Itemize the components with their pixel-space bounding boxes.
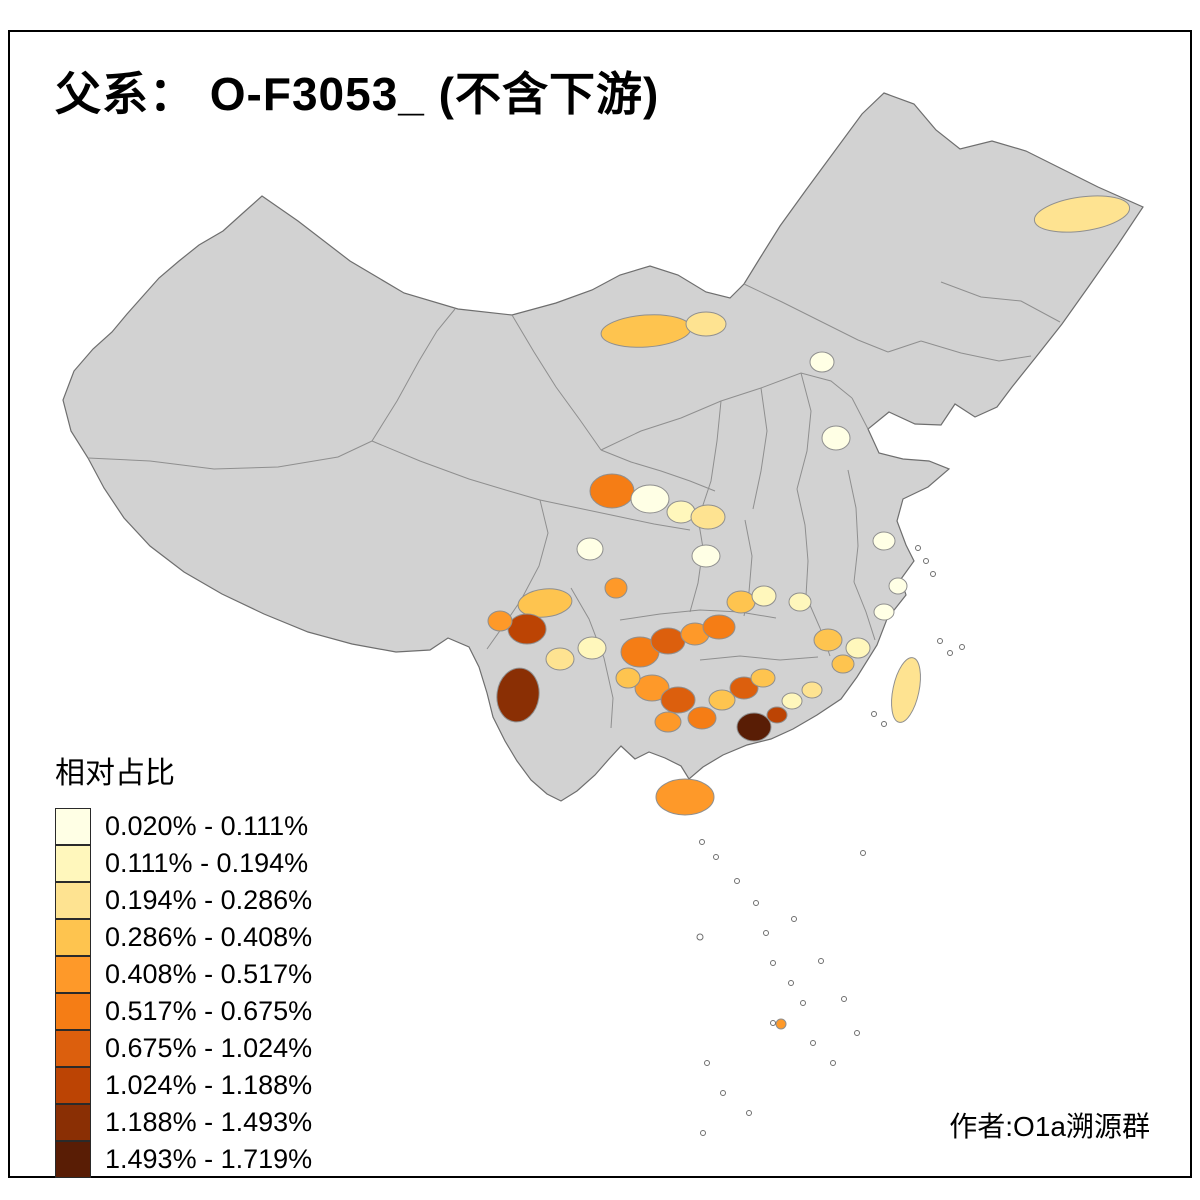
taiwan-island: [891, 657, 921, 723]
region-patch: [577, 636, 607, 660]
mainland-outline: [62, 92, 1144, 802]
region-patch: [690, 504, 726, 530]
legend-swatch: [55, 1103, 91, 1141]
legend-swatch: [55, 1140, 91, 1178]
region-patch: [781, 692, 803, 710]
legend-swatch: [55, 955, 91, 993]
region-patch: [831, 654, 855, 674]
region-patch: [821, 425, 851, 451]
region-patch: [517, 588, 573, 618]
province-borders: [87, 281, 1061, 729]
region-patch: [872, 531, 896, 551]
legend-title: 相对占比: [55, 757, 175, 790]
legend-bin-label: 1.024% - 1.188%: [105, 1070, 313, 1100]
legend-row: 0.675% - 1.024%: [55, 1029, 313, 1067]
legend-bin-label: 0.408% - 0.517%: [105, 959, 313, 989]
legend-row: 0.111% - 0.194%: [55, 844, 312, 882]
legend-swatch: [55, 1029, 91, 1067]
legend-swatch: [55, 844, 91, 882]
legend-bin-label: 0.020% - 0.111%: [105, 811, 309, 841]
legend-row: 1.188% - 1.493%: [55, 1103, 313, 1141]
legend-swatch: [55, 807, 91, 845]
region-patch: [702, 614, 736, 640]
legend-bin-label: 0.286% - 0.408%: [105, 922, 313, 952]
legend: 相对占比 0.020% - 0.111% 0.111% - 0.194% 0.1…: [55, 748, 312, 1178]
region-patch: [685, 311, 727, 337]
region-patch: [634, 674, 670, 702]
region-patch: [750, 668, 776, 688]
legend-row: 1.493% - 1.719%: [55, 1140, 313, 1178]
region-patch: [845, 637, 871, 659]
region-patch: [576, 537, 604, 561]
legend-row: 0.286% - 0.408%: [55, 918, 313, 956]
region-patch: [788, 592, 812, 612]
legend-swatch: [55, 1066, 91, 1104]
legend-row: 0.517% - 0.675%: [55, 992, 313, 1030]
small-islands: [696, 545, 965, 1136]
page-title: 父系： O-F3053_ (不含下游): [55, 68, 660, 120]
region-patch: [801, 681, 823, 699]
region-patch: [729, 676, 759, 700]
legend-bin-label: 1.188% - 1.493%: [105, 1107, 313, 1137]
legend-row: 0.408% - 0.517%: [55, 955, 313, 993]
colored-regions: [487, 195, 1131, 742]
region-patch: [615, 667, 641, 689]
legend-swatch: [55, 992, 91, 1030]
legend-bin-label: 1.493% - 1.719%: [105, 1144, 313, 1174]
small-colored-islet: [775, 1018, 787, 1030]
legend-row: 0.020% - 0.111%: [55, 807, 312, 845]
legend-swatch: [55, 918, 91, 956]
region-patch: [687, 706, 717, 730]
region-patch: [736, 712, 772, 742]
region-patch: [751, 585, 777, 607]
region-patch: [873, 603, 895, 621]
legend-bin-label: 0.111% - 0.194%: [105, 848, 309, 878]
region-patch: [691, 544, 721, 568]
region-patch: [813, 628, 843, 652]
region-patch: [708, 689, 736, 711]
region-patch: [487, 610, 513, 632]
legend-row: 1.024% - 1.188%: [55, 1066, 313, 1104]
region-patch: [660, 686, 696, 714]
region-patch: [766, 706, 788, 724]
legend-swatch: [55, 881, 91, 919]
plot-frame: [8, 30, 1192, 1178]
attribution-text: 作者:O1a溯源群: [949, 1111, 1150, 1142]
hainan-island: [655, 778, 715, 816]
legend-bins: 0.020% - 0.111% 0.111% - 0.194% 0.194% -…: [55, 807, 313, 1178]
region-patch: [654, 711, 682, 733]
legend-bin-label: 0.194% - 0.286%: [105, 885, 313, 915]
region-patch: [604, 577, 628, 599]
legend-bin-label: 0.517% - 0.675%: [105, 996, 313, 1026]
region-patch: [809, 351, 835, 373]
region-patch: [630, 484, 670, 514]
legend-bin-label: 0.675% - 1.024%: [105, 1033, 313, 1063]
region-patch: [1033, 195, 1131, 233]
region-patch: [888, 577, 908, 595]
region-patch: [545, 647, 575, 671]
region-patch: [496, 667, 540, 723]
legend-row: 0.194% - 0.286%: [55, 881, 313, 919]
